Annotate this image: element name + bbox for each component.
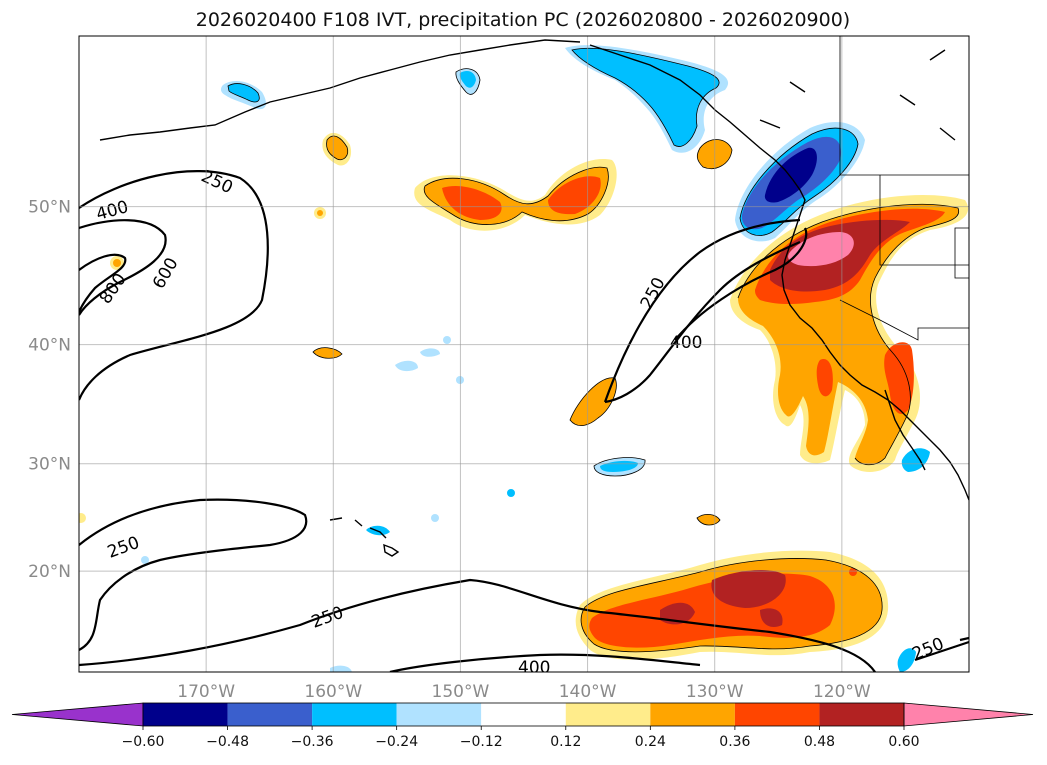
y-tick-label: 40°N	[28, 336, 71, 356]
ivt-250-west	[79, 170, 269, 401]
ivt-400-coast	[674, 227, 808, 341]
colorbar-bin	[650, 703, 735, 726]
x-tick-label: 170°W	[177, 682, 235, 702]
colorbar-tick-label: −0.12	[460, 734, 503, 750]
coastlines	[99, 39, 969, 557]
contour-label: 400	[518, 658, 550, 678]
ivt-contours	[79, 170, 969, 672]
y-axis-tick-labels: 20°N 30°N 40°N 50°N	[28, 198, 71, 583]
anomaly-pnw-core	[764, 147, 817, 203]
borders	[839, 36, 969, 341]
ivt-600-west	[79, 253, 127, 313]
x-tick-label: 120°W	[813, 682, 871, 702]
colorbar-bin	[819, 703, 904, 726]
colorbar-tick-label: 0.36	[719, 734, 750, 750]
colorbar-bin	[227, 703, 313, 726]
precip-positive-anomalies	[79, 132, 969, 660]
precip-negative-anomalies	[141, 45, 930, 672]
colorbar-frame	[142, 702, 905, 727]
y-tick-label: 30°N	[28, 455, 71, 475]
colorbar: −0.60 −0.48 −0.36 −0.24 −0.12 0.12 0.24 0.36 0.4…	[11, 702, 1034, 750]
y-tick-label: 50°N	[28, 198, 71, 218]
colorbar-tick-label: 0.60	[888, 734, 919, 750]
x-tick-label: 150°W	[432, 682, 490, 702]
map-area: 250 400 600 800 250 400 250 250 400 250	[79, 36, 969, 678]
colorbar-tick-label: −0.60	[122, 734, 165, 750]
colorbar-tick-label: −0.48	[206, 734, 249, 750]
colorbar-extend-high	[903, 702, 1034, 727]
contour-label: 400	[670, 333, 702, 353]
ivt-400-tropical	[389, 636, 969, 672]
colorbar-bin	[396, 703, 482, 726]
y-tick-label: 20°N	[28, 562, 71, 582]
anomaly-west-coast-max	[788, 232, 854, 267]
colorbar-bin	[565, 703, 651, 726]
ivt-250-tropical	[79, 578, 876, 672]
x-axis-tick-labels: 170°W 160°W 150°W 140°W 130°W 120°W	[177, 682, 871, 702]
alaska-coast	[99, 39, 581, 141]
ivt-400-west	[79, 219, 167, 316]
colorbar-tick-label: −0.24	[375, 734, 418, 750]
colorbar-tick-label: 0.48	[804, 734, 835, 750]
colorbar-tick-label: 0.12	[550, 734, 581, 750]
colorbar-tick-label: −0.36	[291, 734, 334, 750]
hawaii	[329, 517, 400, 557]
ivt-250-south	[79, 498, 308, 651]
x-tick-label: 130°W	[686, 682, 744, 702]
gridlines	[79, 36, 969, 672]
colorbar-bin	[143, 703, 228, 726]
x-tick-label: 160°W	[304, 682, 362, 702]
chart-title: 2026020400 F108 IVT, precipitation PC (2…	[196, 9, 850, 31]
colorbar-extend-low	[11, 702, 144, 727]
colorbar-bin	[312, 703, 397, 726]
colorbar-tick-label: 0.24	[635, 734, 666, 750]
map-frame	[78, 35, 970, 673]
colorbar-bin	[481, 703, 566, 726]
anomaly-outlines	[227, 47, 960, 653]
x-tick-label: 140°W	[559, 682, 617, 702]
colorbar-bin	[734, 703, 820, 726]
anomaly-gulf-alaska-core	[442, 185, 502, 220]
